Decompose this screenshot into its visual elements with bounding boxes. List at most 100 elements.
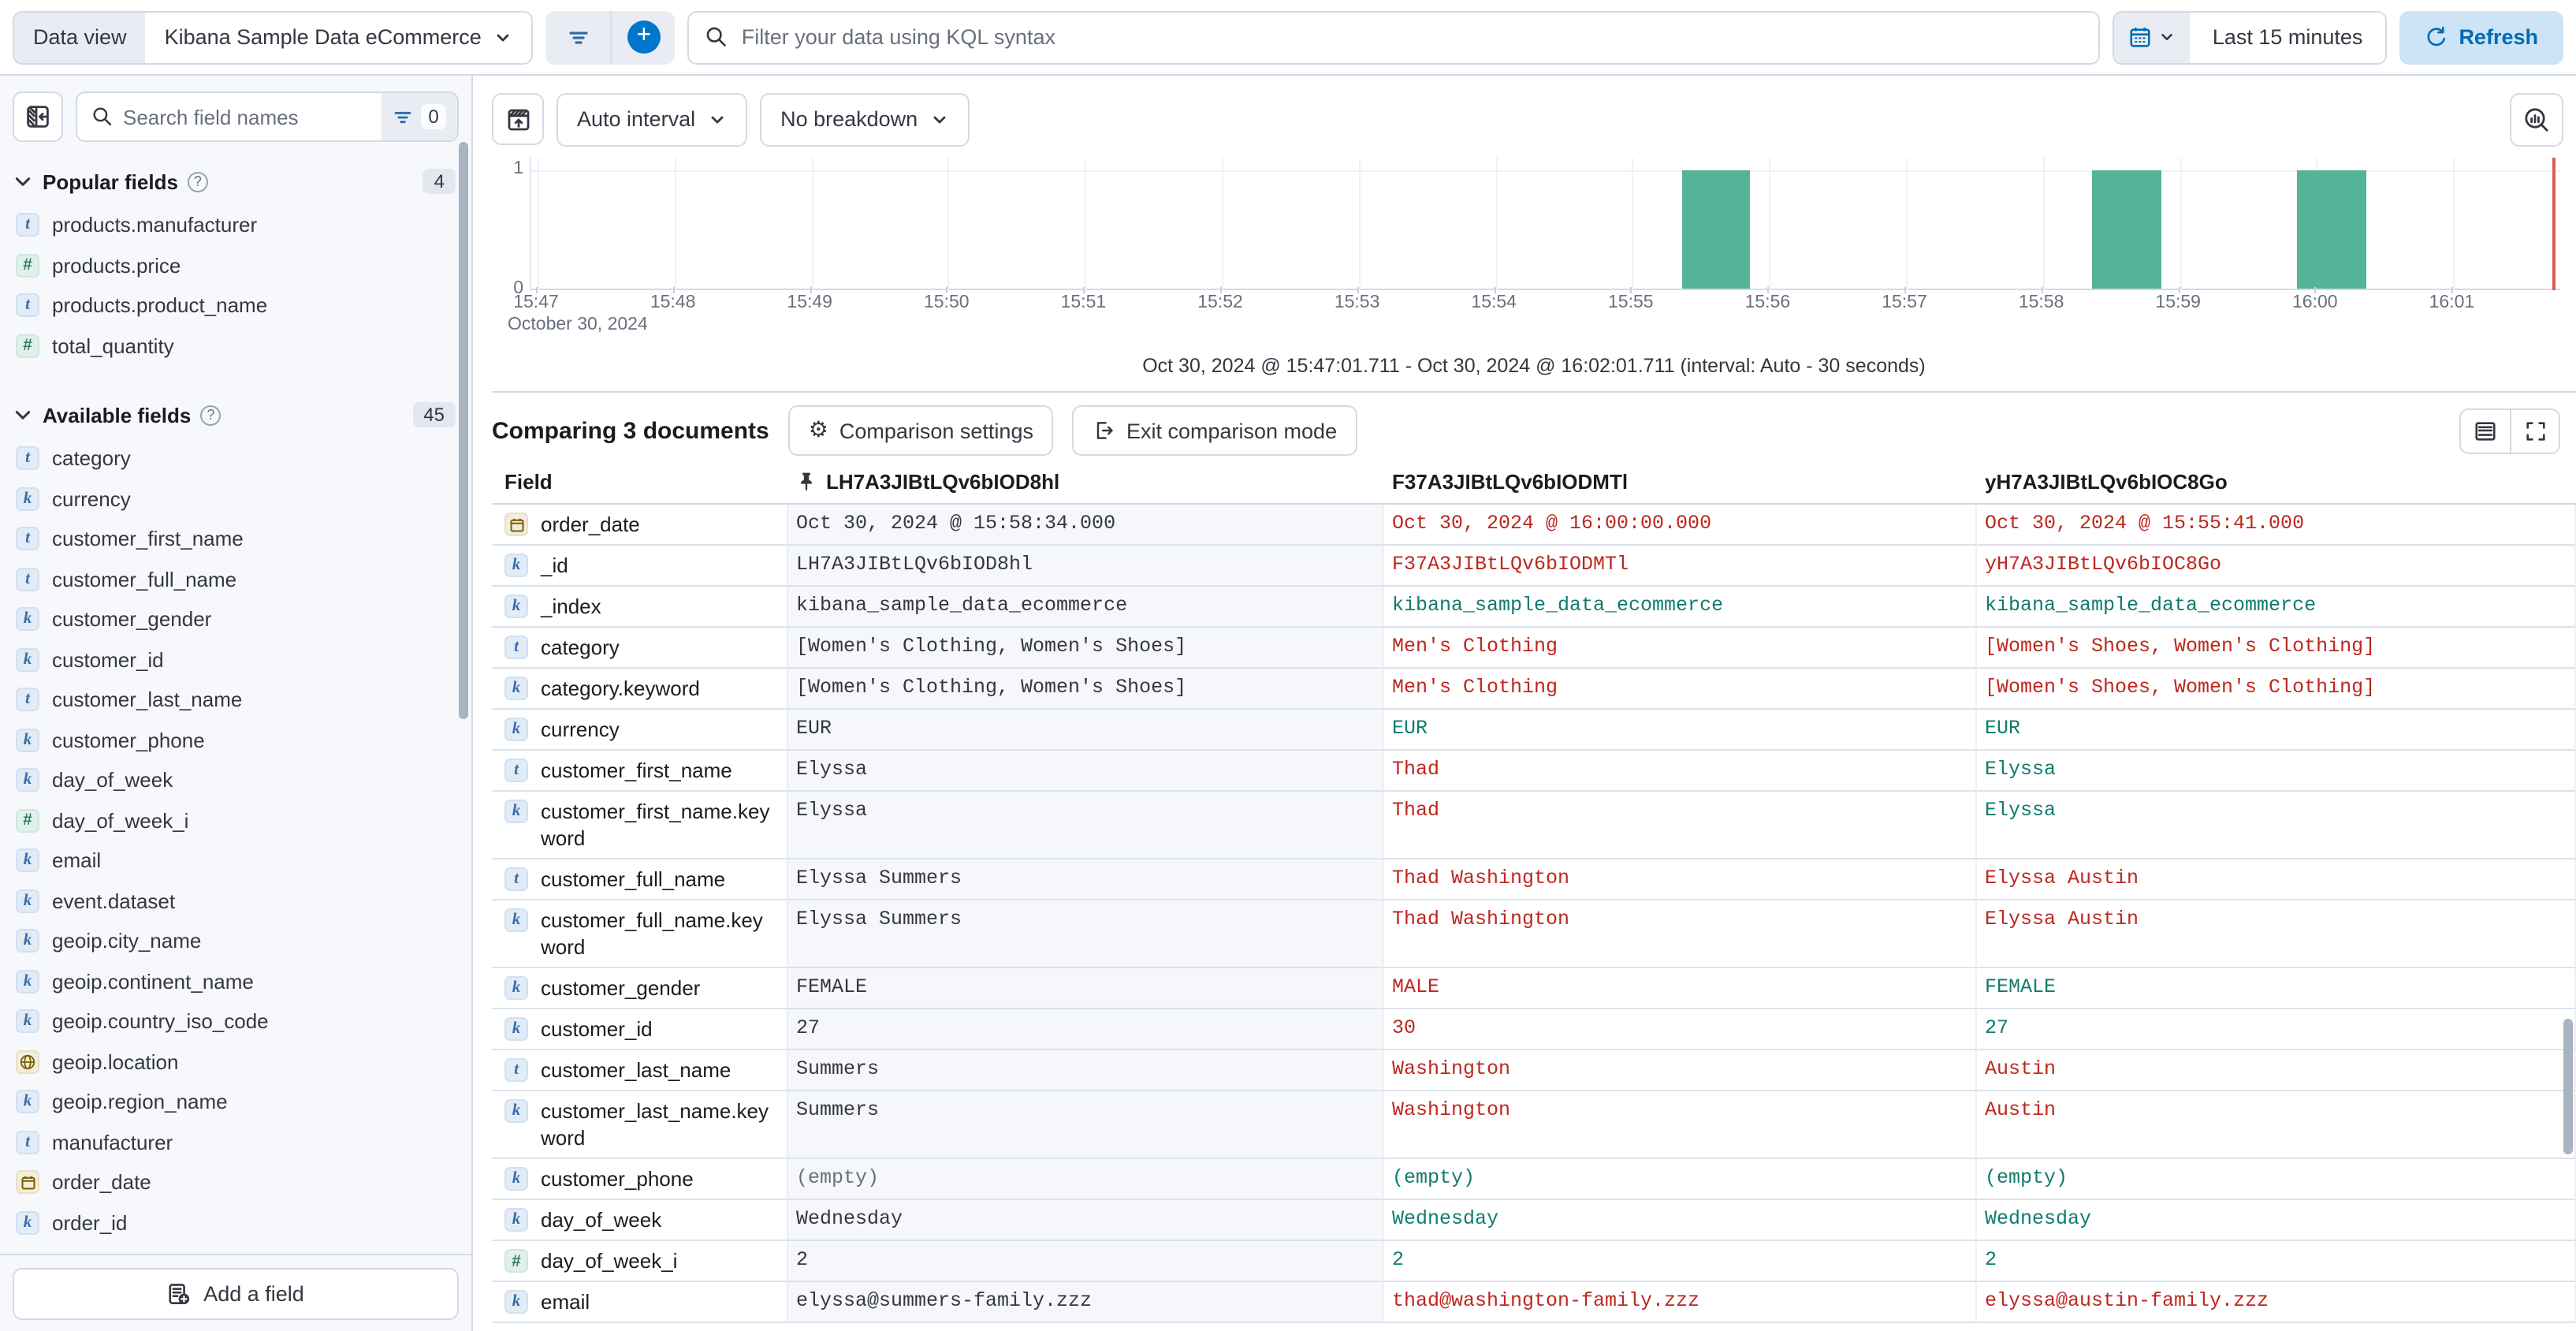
refresh-button[interactable]: Refresh (2399, 10, 2563, 64)
field-item-customer_gender[interactable]: k customer_gender (13, 599, 456, 639)
row-field-customer_last_name.keyword[interactable]: k customer_last_name.keyword (492, 1091, 788, 1159)
value-base-customer_last_name.keyword[interactable]: Summers (788, 1091, 1384, 1159)
field-item-products.product_name[interactable]: t products.product_name (13, 285, 456, 326)
value-base-_index[interactable]: kibana_sample_data_ecommerce (788, 587, 1384, 628)
value-doc3-customer_id[interactable]: 27 (1977, 1009, 2576, 1050)
row-field-day_of_week_i[interactable]: # day_of_week_i (492, 1241, 788, 1282)
value-base-category[interactable]: [Women's Clothing, Women's Shoes] (788, 628, 1384, 669)
value-doc2-category[interactable]: Men's Clothing (1384, 628, 1977, 669)
field-item-customer_full_name[interactable]: t customer_full_name (13, 559, 456, 599)
value-base-day_of_week[interactable]: Wednesday (788, 1200, 1384, 1241)
data-view-selector[interactable]: Kibana Sample Data eCommerce (145, 12, 532, 62)
value-doc3-_index[interactable]: kibana_sample_data_ecommerce (1977, 587, 2576, 628)
value-doc2-customer_id[interactable]: 30 (1384, 1009, 1977, 1050)
value-base-day_of_week_i[interactable]: 2 (788, 1241, 1384, 1282)
column-header-doc-3[interactable]: yH7A3JIBtLQv6bIOC8Go (1977, 467, 2576, 505)
display-density-button[interactable] (2461, 409, 2510, 452)
sidebar-scrollbar[interactable] (459, 142, 468, 719)
row-field-_id[interactable]: k _id (492, 546, 788, 587)
value-base-customer_first_name.keyword[interactable]: Elyssa (788, 792, 1384, 859)
row-field-category[interactable]: t category (492, 628, 788, 669)
field-item-order_date[interactable]: order_date (13, 1162, 456, 1202)
row-field-customer_full_name[interactable]: t customer_full_name (492, 859, 788, 900)
exit-comparison-button[interactable]: Exit comparison mode (1072, 405, 1358, 456)
column-header-doc-2[interactable]: F37A3JIBtLQv6bIODMTl (1384, 467, 1977, 505)
value-doc3-currency[interactable]: EUR (1977, 710, 2576, 751)
field-item-geoip.city_name[interactable]: k geoip.city_name (13, 921, 456, 961)
add-field-button[interactable]: Add a field (13, 1268, 459, 1320)
value-base-order_date[interactable]: Oct 30, 2024 @ 15:58:34.000 (788, 505, 1384, 546)
histogram[interactable]: 1 0 (513, 158, 2560, 298)
value-doc3-day_of_week_i[interactable]: 2 (1977, 1241, 2576, 1282)
chart-display-options-button[interactable] (492, 93, 544, 145)
row-field-customer_id[interactable]: k customer_id (492, 1009, 788, 1050)
value-base-category.keyword[interactable]: [Women's Clothing, Women's Shoes] (788, 669, 1384, 710)
field-item-customer_last_name[interactable]: t customer_last_name (13, 680, 456, 720)
field-item-event.dataset[interactable]: k event.dataset (13, 881, 456, 921)
value-doc2-customer_full_name[interactable]: Thad Washington (1384, 859, 1977, 900)
value-doc3-customer_full_name.keyword[interactable]: Elyssa Austin (1977, 900, 2576, 968)
kql-search-bar[interactable]: Filter your data using KQL syntax (687, 10, 2101, 64)
field-item-order_id[interactable]: k order_id (13, 1202, 456, 1243)
histogram-bar-15:55:30[interactable] (1681, 170, 1751, 289)
field-item-day_of_week[interactable]: k day_of_week (13, 760, 456, 800)
value-doc2-_index[interactable]: kibana_sample_data_ecommerce (1384, 587, 1977, 628)
table-scrollbar[interactable] (2563, 1019, 2573, 1154)
add-filter-button[interactable]: + (610, 10, 676, 64)
popular-fields-header[interactable]: Popular fields ? 4 (13, 158, 456, 205)
field-item-customer_phone[interactable]: k customer_phone (13, 720, 456, 760)
value-doc2-customer_phone[interactable]: (empty) (1384, 1159, 1977, 1200)
row-field-day_of_week[interactable]: k day_of_week (492, 1200, 788, 1241)
value-base-customer_first_name[interactable]: Elyssa (788, 751, 1384, 792)
column-header-doc-1[interactable]: LH7A3JIBtLQv6bIOD8hl (788, 467, 1384, 505)
value-base-customer_gender[interactable]: FEMALE (788, 968, 1384, 1009)
row-field-customer_gender[interactable]: k customer_gender (492, 968, 788, 1009)
value-doc2-customer_first_name[interactable]: Thad (1384, 751, 1977, 792)
field-item-manufacturer[interactable]: t manufacturer (13, 1122, 456, 1162)
field-item-geoip.region_name[interactable]: k geoip.region_name (13, 1082, 456, 1122)
row-field-currency[interactable]: k currency (492, 710, 788, 751)
row-field-customer_first_name.keyword[interactable]: k customer_first_name.keyword (492, 792, 788, 859)
value-doc3-customer_first_name[interactable]: Elyssa (1977, 751, 2576, 792)
date-picker-button[interactable] (2114, 12, 2191, 62)
field-item-geoip.location[interactable]: geoip.location (13, 1042, 456, 1082)
value-doc3-_id[interactable]: yH7A3JIBtLQv6bIOC8Go (1977, 546, 2576, 587)
row-field-customer_last_name[interactable]: t customer_last_name (492, 1050, 788, 1091)
saved-query-filter-button[interactable] (546, 10, 611, 64)
value-doc3-customer_full_name[interactable]: Elyssa Austin (1977, 859, 2576, 900)
value-doc3-customer_gender[interactable]: FEMALE (1977, 968, 2576, 1009)
histogram-bar-16:00:00[interactable] (2297, 170, 2366, 289)
value-doc2-order_date[interactable]: Oct 30, 2024 @ 16:00:00.000 (1384, 505, 1977, 546)
value-doc3-customer_first_name.keyword[interactable]: Elyssa (1977, 792, 2576, 859)
row-field-email[interactable]: k email (492, 1282, 788, 1323)
value-doc3-category[interactable]: [Women's Shoes, Women's Clothing] (1977, 628, 2576, 669)
value-base-email[interactable]: elyssa@summers-family.zzz (788, 1282, 1384, 1323)
value-doc3-category.keyword[interactable]: [Women's Shoes, Women's Clothing] (1977, 669, 2576, 710)
value-base-_id[interactable]: LH7A3JIBtLQv6bIOD8hl (788, 546, 1384, 587)
time-range-value[interactable]: Last 15 minutes (2190, 12, 2385, 62)
value-doc2-email[interactable]: thad@washington-family.zzz (1384, 1282, 1977, 1323)
value-base-customer_phone[interactable]: (empty) (788, 1159, 1384, 1200)
row-field-customer_phone[interactable]: k customer_phone (492, 1159, 788, 1200)
value-doc2-customer_full_name.keyword[interactable]: Thad Washington (1384, 900, 1977, 968)
field-item-currency[interactable]: k currency (13, 479, 456, 519)
value-doc3-email[interactable]: elyssa@austin-family.zzz (1977, 1282, 2576, 1323)
field-filter-button[interactable]: 0 (382, 93, 457, 140)
value-doc3-customer_last_name.keyword[interactable]: Austin (1977, 1091, 2576, 1159)
row-field-category.keyword[interactable]: k category.keyword (492, 669, 788, 710)
breakdown-dropdown[interactable]: No breakdown (760, 92, 970, 146)
value-base-currency[interactable]: EUR (788, 710, 1384, 751)
row-field-customer_first_name[interactable]: t customer_first_name (492, 751, 788, 792)
row-field-customer_full_name.keyword[interactable]: k customer_full_name.keyword (492, 900, 788, 968)
field-item-total_quantity[interactable]: # total_quantity (13, 326, 456, 366)
row-field-_index[interactable]: k _index (492, 587, 788, 628)
field-item-products.price[interactable]: # products.price (13, 245, 456, 285)
edit-visualization-button[interactable] (2510, 92, 2563, 146)
value-doc2-day_of_week_i[interactable]: 2 (1384, 1241, 1977, 1282)
field-item-products.manufacturer[interactable]: t products.manufacturer (13, 205, 456, 245)
available-fields-header[interactable]: Available fields ? 45 (13, 391, 456, 438)
value-doc2-_id[interactable]: F37A3JIBtLQv6bIODMTl (1384, 546, 1977, 587)
value-doc2-category.keyword[interactable]: Men's Clothing (1384, 669, 1977, 710)
value-doc2-customer_first_name.keyword[interactable]: Thad (1384, 792, 1977, 859)
field-item-day_of_week_i[interactable]: # day_of_week_i (13, 800, 456, 841)
